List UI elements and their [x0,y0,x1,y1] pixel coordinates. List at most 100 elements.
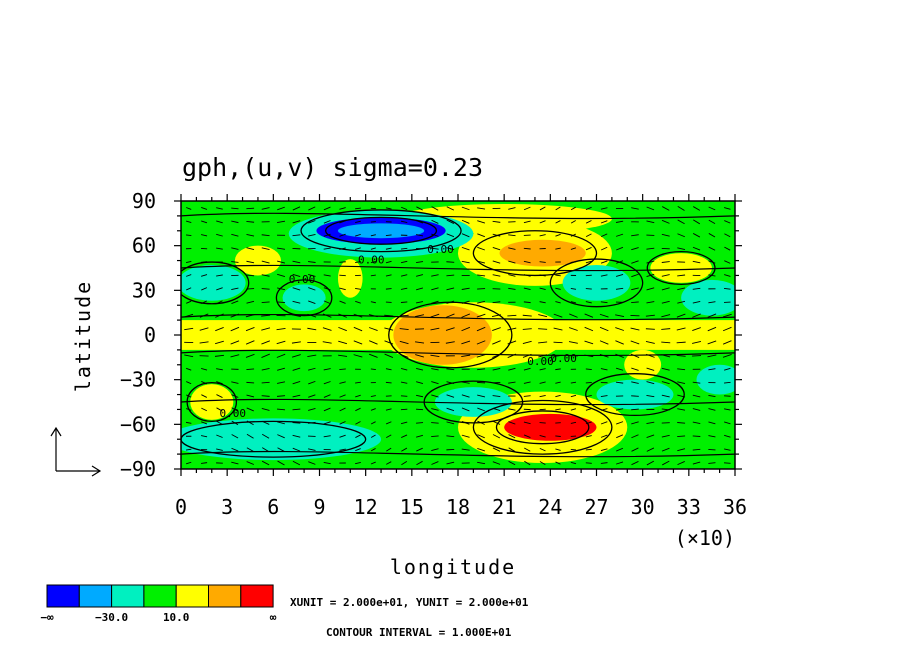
wind-vector [615,314,625,317]
wind-vector [631,207,639,210]
wind-vector [385,421,392,425]
wind-vector [477,207,486,210]
wind-vector [416,367,424,371]
wind-vector [724,434,731,438]
wind-vector [339,247,346,250]
wind-vector [492,340,501,345]
wind-vector [339,448,346,451]
wind-vector [400,381,408,384]
wind-vector [277,421,286,425]
wind-vector [231,381,239,384]
wind-vector [646,381,655,385]
field-region [434,387,512,417]
wind-vector [555,206,561,211]
wind-vector [308,206,316,211]
wind-vector [399,314,409,317]
wind-vector [261,274,270,277]
wind-vector [186,367,192,371]
wind-vector [677,233,685,238]
wind-vector [522,353,532,358]
wind-vector [339,274,346,277]
wind-vector [508,367,516,371]
wind-vector [231,434,239,439]
wind-vector [245,327,255,332]
contour-value-label: 0.00 [550,352,577,365]
wind-vector [323,274,331,277]
wind-vector [523,434,531,438]
wind-vector [646,421,655,424]
wind-vector [277,301,286,304]
wind-vector [215,326,224,332]
wind-vector [492,301,501,304]
wind-vector [368,353,378,358]
wind-vector [631,421,639,425]
wind-vector [216,448,223,451]
wind-vector [724,274,731,277]
wind-vector [724,421,731,425]
wind-vector [370,247,376,250]
wind-vector [585,220,592,224]
wind-vector [276,353,286,358]
wind-vector [508,381,516,384]
wind-vector [555,381,561,384]
wind-vector [677,206,685,211]
wind-vector [369,340,378,345]
wind-vector [508,434,516,439]
contour-line [181,420,367,458]
y-tick-label: 60 [132,234,156,258]
wind-vector [353,354,363,358]
y-tick-label: −30 [120,368,156,392]
vector-legend-arrows [50,426,102,477]
wind-vector [492,407,501,412]
wind-vector [477,368,486,371]
wind-vector [645,328,655,330]
wind-vector [508,234,516,237]
wind-vector [570,461,577,465]
chart-title: gph,(u,v) sigma=0.23 [182,153,483,182]
colorbar-swatch [46,584,80,608]
wind-vector [261,314,271,317]
wind-vector [724,260,731,264]
wind-vector [553,327,563,331]
wind-vector [631,367,639,371]
wind-vector [584,354,594,358]
wind-vector [616,421,624,425]
field-region [234,245,282,276]
wind-vector [570,247,577,250]
contour-value-label: 0.00 [427,243,454,256]
wind-vector [492,260,501,264]
wind-vector [477,233,485,238]
wind-vector [631,273,639,278]
wind-vector [570,287,577,290]
x-scale-note: (×10) [675,526,735,550]
wind-vector [339,207,346,210]
wind-vector [201,207,208,210]
wind-vector [322,327,332,331]
colorbar-swatch [111,584,145,608]
wind-vector [416,394,424,398]
wind-vector [661,394,670,398]
wind-vector [431,394,439,398]
wind-vector [446,435,455,438]
wind-vector [677,461,685,466]
wind-vector [724,448,731,451]
wind-vector [631,395,639,397]
wind-vector [722,353,732,358]
wind-vector [216,287,223,291]
wind-vector [370,421,376,425]
wind-vector [724,367,731,371]
wind-vector [538,328,548,330]
wind-vector [615,461,624,465]
wind-vector [600,434,608,438]
wind-vector [646,367,655,371]
wind-vector [308,408,316,411]
wind-vector [323,421,331,425]
wind-vector [539,206,546,211]
wind-vector [707,354,717,358]
wind-vector [692,408,701,411]
wind-vector [261,327,271,331]
wind-vector [692,461,701,465]
wind-vector [262,447,270,453]
wind-vector [261,407,270,411]
wind-vector [723,381,731,384]
